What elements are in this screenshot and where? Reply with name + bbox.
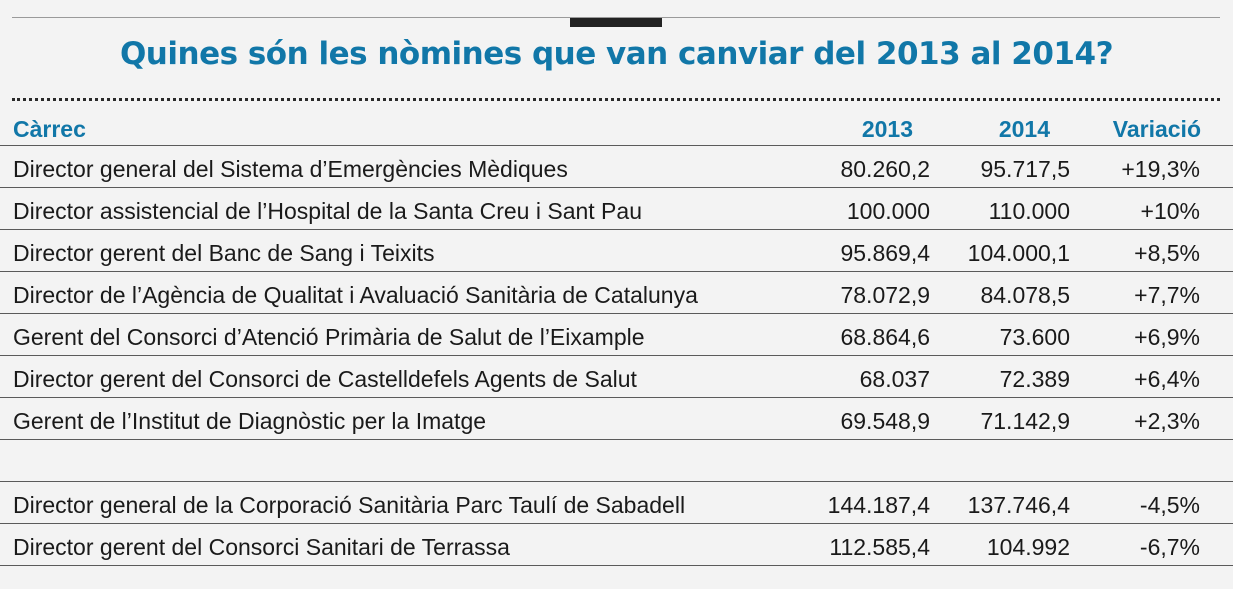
header-label-2014: 2014 bbox=[998, 116, 1050, 142]
row-label: Director gerent del Banc de Sang i Teixi… bbox=[13, 240, 435, 266]
table-row: Gerent de l’Institut de Diagnòstic per l… bbox=[0, 398, 1233, 440]
table-row: Director gerent del Consorci Sanitari de… bbox=[0, 524, 1233, 566]
table-row: Director general de la Corporació Sanità… bbox=[0, 482, 1233, 524]
row-value-2014: 110.000 bbox=[988, 198, 1070, 224]
row-value-2014: 72.389 bbox=[999, 366, 1070, 392]
row-value-2014: 73.600 bbox=[999, 324, 1070, 350]
row-label: Director general del Sistema d’Emergènci… bbox=[13, 156, 568, 182]
table-row: Director de l’Agència de Qualitat i Aval… bbox=[0, 272, 1233, 314]
table-row: Gerent del Consorci d’Atenció Primària d… bbox=[0, 314, 1233, 356]
row-label: Director general de la Corporació Sanità… bbox=[13, 492, 686, 518]
row-label: Director assistencial de l’Hospital de l… bbox=[13, 198, 642, 224]
row-variation: +10% bbox=[1140, 198, 1200, 224]
row-value-2013: 95.869,4 bbox=[840, 240, 930, 266]
header-label-variacio: Variació bbox=[1112, 116, 1201, 142]
row-value-2013: 144.187,4 bbox=[827, 492, 930, 518]
row-variation: -4,5% bbox=[1139, 492, 1200, 518]
row-value-2014: 104.992 bbox=[986, 534, 1070, 560]
row-value-2013: 68.864,6 bbox=[840, 324, 930, 350]
row-label: Gerent del Consorci d’Atenció Primària d… bbox=[13, 324, 645, 350]
row-label: Director de l’Agència de Qualitat i Aval… bbox=[13, 282, 698, 308]
row-value-2014: 71.142,9 bbox=[980, 408, 1070, 434]
row-variation: +6,9% bbox=[1134, 324, 1200, 350]
row-label: Gerent de l’Institut de Diagnòstic per l… bbox=[13, 408, 487, 434]
row-value-2013: 78.072,9 bbox=[840, 282, 930, 308]
row-variation: +2,3% bbox=[1134, 408, 1200, 434]
row-value-2014: 104.000,1 bbox=[967, 240, 1070, 266]
row-value-2014: 137.746,4 bbox=[967, 492, 1070, 518]
row-value-2014: 95.717,5 bbox=[980, 156, 1070, 182]
table-header: Càrrec 2013 2014 Variació bbox=[0, 112, 1233, 146]
row-variation: +8,5% bbox=[1134, 240, 1200, 266]
dotted-divider bbox=[12, 98, 1220, 101]
table-group-decrease: Director general de la Corporació Sanità… bbox=[0, 481, 1233, 566]
row-variation: -6,7% bbox=[1139, 534, 1200, 560]
row-variation: +19,3% bbox=[1121, 156, 1200, 182]
table-row: Director gerent del Banc de Sang i Teixi… bbox=[0, 230, 1233, 272]
row-value-2013: 68.037 bbox=[859, 366, 930, 392]
table-row: Director assistencial de l’Hospital de l… bbox=[0, 188, 1233, 230]
row-variation: +6,4% bbox=[1134, 366, 1200, 392]
row-label: Director gerent del Consorci de Castelld… bbox=[13, 366, 637, 392]
top-tab-marker bbox=[570, 18, 662, 27]
table-group-increase: Director general del Sistema d’Emergènci… bbox=[0, 146, 1233, 440]
top-rule bbox=[12, 17, 1220, 18]
row-value-2014: 84.078,5 bbox=[980, 282, 1070, 308]
table-row: Director gerent del Consorci de Castelld… bbox=[0, 356, 1233, 398]
header-label-carrec: Càrrec bbox=[13, 116, 86, 142]
row-variation: +7,7% bbox=[1134, 282, 1200, 308]
page-title: Quines són les nòmines que van canviar d… bbox=[119, 36, 1114, 72]
table-row: Director general del Sistema d’Emergènci… bbox=[0, 146, 1233, 188]
row-value-2013: 69.548,9 bbox=[840, 408, 930, 434]
header-label-2013: 2013 bbox=[861, 116, 913, 142]
row-value-2013: 80.260,2 bbox=[840, 156, 930, 182]
row-label: Director gerent del Consorci Sanitari de… bbox=[13, 534, 510, 560]
row-value-2013: 100.000 bbox=[846, 198, 930, 224]
row-value-2013: 112.585,4 bbox=[829, 534, 930, 560]
